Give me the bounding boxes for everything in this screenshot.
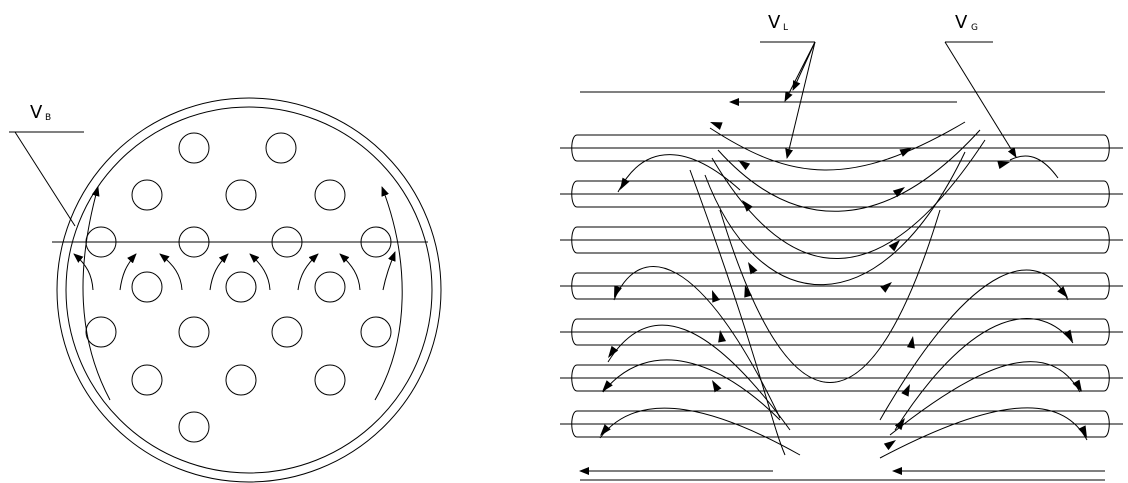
flow-arrowhead-19 — [1057, 286, 1068, 298]
flow-arrowhead-3 — [742, 200, 753, 212]
flow-arrowhead-13 — [614, 285, 622, 298]
rising-arrow-5 — [249, 253, 271, 291]
tube-hole-11 — [225, 271, 257, 303]
rising-arrow-8 — [382, 251, 396, 291]
tube-hole-18 — [225, 364, 257, 396]
left-wave-3 — [607, 324, 791, 431]
tube-row-7 — [560, 410, 1123, 438]
flow-arrowhead-17 — [712, 290, 720, 303]
flow-arrowhead-11 — [997, 161, 1010, 169]
flow-arrowhead-24 — [894, 418, 905, 431]
flow-arrowhead-5 — [744, 285, 752, 298]
tube-hole-14 — [178, 316, 210, 348]
vg-label-subscript: G — [971, 23, 978, 33]
tube-hole-7 — [178, 226, 210, 258]
tube-holes — [85, 132, 392, 443]
tube-row-2 — [560, 180, 1123, 208]
vb-label-subscript: B — [45, 113, 51, 123]
rising-arrow-3 — [159, 253, 183, 291]
tube-hole-2 — [265, 132, 297, 164]
tube-hole-1 — [178, 132, 210, 164]
tube-hole-19 — [314, 364, 346, 396]
tube-hole-9 — [360, 226, 392, 258]
flow-arrowhead-16 — [600, 424, 611, 436]
vb-label: V — [30, 102, 43, 123]
right-wave-1 — [879, 269, 1069, 421]
vl-label-subscript: L — [783, 23, 788, 33]
flow-arrowhead-18 — [712, 380, 722, 393]
right-wave-3 — [889, 361, 1081, 436]
vl-label-callout: V L — [760, 12, 816, 159]
streamline-1 — [709, 121, 966, 171]
rising-arrow-2 — [119, 253, 137, 291]
flow-arrowhead-10 — [906, 336, 915, 349]
flow-arrowhead-25 — [883, 440, 896, 451]
flow-arrowhead-23 — [901, 384, 910, 397]
flow-arrowhead-21 — [1072, 379, 1082, 392]
tube-rows — [560, 134, 1123, 438]
vl-label: V — [768, 12, 781, 33]
right-wave-4 — [879, 407, 1088, 459]
streamline-vg — [1009, 155, 1059, 179]
streamline-6 — [719, 209, 941, 383]
tube-hole-5 — [314, 179, 346, 211]
rising-arrow-1 — [73, 253, 94, 291]
vg-label-callout: V G — [944, 12, 1017, 158]
tube-hole-17 — [131, 364, 163, 396]
right-wall-flow-arrow — [374, 186, 403, 401]
cross-section-view: V B — [9, 97, 442, 483]
tube-hole-4 — [225, 179, 257, 211]
left-wave-4 — [602, 359, 781, 421]
flow-arrowhead-20 — [1063, 329, 1073, 342]
flow-arrowhead-12 — [620, 177, 630, 190]
shell-inner-circle — [65, 106, 433, 474]
left-wave-2 — [613, 266, 781, 419]
longitudinal-view: V L V G — [560, 12, 1123, 481]
tube-hole-8 — [271, 226, 303, 258]
vg-label: V — [955, 12, 968, 33]
tube-hole-16 — [360, 316, 392, 348]
flow-arrowhead-7 — [892, 187, 905, 198]
tube-row-3 — [560, 226, 1123, 254]
flow-arrowhead-1 — [710, 122, 723, 130]
flow-arrowhead-2 — [738, 160, 751, 171]
left-wave-5 — [599, 407, 801, 456]
streamline-2 — [717, 129, 981, 212]
vb-label-callout: V B — [9, 102, 84, 227]
tube-hole-12 — [314, 271, 346, 303]
shell-outer-circle — [56, 97, 442, 483]
tube-hole-20 — [178, 411, 210, 443]
left-wall-flow-arrow — [82, 186, 111, 401]
flow-arrowhead-9 — [880, 282, 892, 293]
rising-arrow-4 — [209, 253, 229, 291]
flow-streamlines — [599, 121, 1088, 459]
rising-arrow-7 — [339, 253, 361, 291]
flow-arrowhead-22 — [1078, 425, 1087, 438]
tube-row-5 — [560, 318, 1123, 346]
rising-arrow-6 — [297, 253, 319, 291]
streamline-arrowheads — [600, 122, 1087, 451]
left-wave-1 — [617, 154, 741, 193]
right-wave-2 — [894, 318, 1074, 431]
tube-row-6 — [560, 364, 1123, 392]
streamline-3 — [711, 139, 986, 259]
flow-arrowhead-26 — [718, 330, 727, 343]
circulation-arrows — [73, 186, 403, 401]
flow-arrowhead-4 — [748, 262, 758, 275]
tube-hole-15 — [271, 316, 303, 348]
tube-row-1 — [560, 134, 1123, 162]
tube-hole-3 — [131, 179, 163, 211]
flow-arrowhead-15 — [602, 380, 613, 392]
tube-hole-10 — [131, 271, 163, 303]
flow-arrowhead-14 — [608, 345, 619, 358]
streamline-5 — [689, 169, 786, 456]
streamline-4 — [704, 151, 966, 286]
flow-arrowhead-6 — [899, 148, 912, 157]
tube-row-4 — [560, 272, 1123, 300]
tube-hole-13 — [85, 316, 117, 348]
flow-arrowhead-8 — [888, 240, 900, 252]
